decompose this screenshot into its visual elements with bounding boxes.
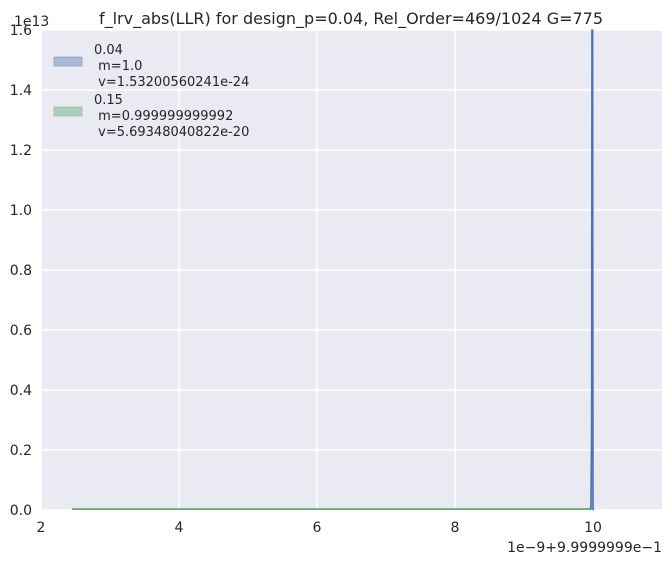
y-tick-label: 0.6 xyxy=(10,323,32,339)
x-tick-label: 10 xyxy=(584,520,602,536)
legend-entry-0-line: 0.04 xyxy=(94,43,123,58)
y-tick-label: 0.4 xyxy=(10,383,32,399)
y-multiplier-label: 1e13 xyxy=(14,14,49,30)
y-tick-label: 0.2 xyxy=(10,443,32,459)
y-axis: 0.0 0.2 0.4 0.6 0.8 1.0 1.2 1.4 1.6 xyxy=(10,23,32,519)
grid xyxy=(40,29,662,511)
x-offset-label: 1e−9+9.9999999e−1 xyxy=(507,540,662,556)
y-tick-label: 0.8 xyxy=(10,263,32,279)
y-tick-label: 1.2 xyxy=(10,143,32,159)
y-tick-label: 1.6 xyxy=(10,23,32,39)
x-axis: 2 4 6 8 10 xyxy=(37,520,602,536)
legend-entry-1-line: m=0.999999999992 xyxy=(94,109,233,124)
x-tick-label: 6 xyxy=(313,520,322,536)
y-tick-label: 0.0 xyxy=(10,503,32,519)
legend-entry-0-line: m=1.0 xyxy=(94,59,142,74)
legend-entry-1-line: v=5.69348040822e-20 xyxy=(94,125,249,140)
x-tick-label: 2 xyxy=(37,520,46,536)
series-1-line xyxy=(72,507,594,511)
series-0-line xyxy=(588,29,595,511)
x-tick-label: 8 xyxy=(451,520,460,536)
series-layer xyxy=(72,29,595,511)
y-tick-label: 1.4 xyxy=(10,83,32,99)
y-tick-label: 1.0 xyxy=(10,203,32,219)
legend-swatch-0 xyxy=(53,56,83,67)
chart-title: f_lrv_abs(LLR) for design_p=0.04, Rel_Or… xyxy=(99,9,603,29)
x-tick-label: 4 xyxy=(175,520,184,536)
legend-swatch-1 xyxy=(53,106,83,117)
legend-entry-1-line: 0.15 xyxy=(94,93,123,108)
legend-entry-0-line: v=1.53200560241e-24 xyxy=(94,75,249,90)
legend: 0.04 m=1.0 v=1.53200560241e-24 0.15 m=0.9… xyxy=(53,43,249,140)
